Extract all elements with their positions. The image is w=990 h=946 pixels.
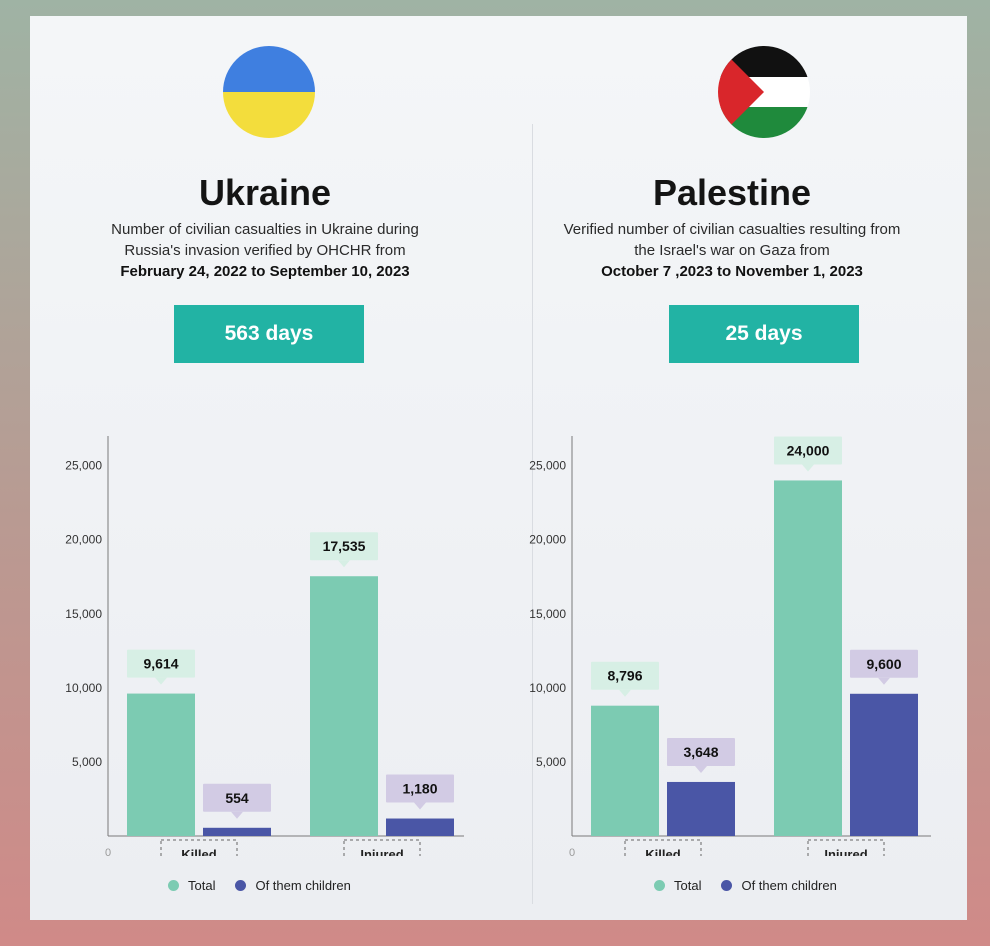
y-tick-label: 5,000: [72, 755, 102, 769]
data-label: 24,000: [787, 442, 830, 458]
bar-total: [127, 693, 195, 836]
data-label-pointer: [155, 677, 167, 685]
legend-swatch-children: [235, 880, 247, 891]
ukraine-flag-icon: [223, 46, 315, 138]
y-tick-label: 10,000: [529, 681, 566, 695]
legend-swatch-children: [721, 880, 733, 891]
data-label-pointer: [414, 802, 426, 810]
country-title: Ukraine: [198, 172, 332, 213]
legend-label-total: Total: [188, 878, 216, 893]
y-tick-label: 15,000: [529, 607, 566, 621]
duration-badge: 563 days: [174, 305, 364, 363]
description: Verified number of civilian casualties r…: [527, 219, 937, 282]
category-label-box: [807, 839, 885, 856]
palestine-bar-chart: 0 5,000 10,000 15,000 20,000 25,000 8,796 3,648…: [529, 436, 931, 856]
date-range: February 24, 2022 to September 10, 2023: [120, 263, 410, 280]
description-line: Number of civilian casualties in Ukraine…: [111, 221, 419, 238]
data-label-box: [127, 649, 195, 678]
bar-children: [667, 781, 735, 836]
palestine-panel: Palestine Verified number of civilian ca…: [497, 16, 967, 920]
data-label-pointer: [802, 464, 814, 472]
divider: [532, 124, 533, 904]
data-label-pointer: [695, 765, 707, 773]
y-tick-label: 25,000: [65, 459, 102, 473]
legend-item-total: Total: [168, 878, 215, 893]
category-label: Killed: [645, 847, 680, 856]
country-title: Palestine: [652, 172, 812, 213]
data-label: 3,648: [683, 744, 718, 760]
description-line: the Israel's war on Gaza from: [634, 242, 830, 259]
ukraine-bar-chart: 0 5,000 10,000 15,000 20,000 25,000 9,614 554 Ki…: [65, 436, 464, 856]
y-tick-label: 15,000: [65, 607, 102, 621]
bar-children: [386, 818, 454, 836]
legend-swatch-total: [654, 880, 665, 891]
legend-item-children: Of them children: [235, 878, 351, 893]
category-label: Injured: [824, 847, 867, 856]
y-tick-label: 5,000: [536, 755, 566, 769]
category-label-box: [624, 839, 702, 856]
category-label-box: [343, 839, 421, 856]
category-label-box: [160, 839, 238, 856]
description-line: Verified number of civilian casualties r…: [563, 221, 901, 238]
data-label-box: [774, 436, 842, 465]
category-label: Injured: [360, 847, 403, 856]
data-label-box: [850, 649, 918, 678]
data-label: 17,535: [323, 538, 366, 554]
data-label-box: [667, 737, 735, 766]
y-tick-label: 10,000: [65, 681, 102, 695]
data-label-pointer: [338, 560, 350, 568]
description-line: Russia's invasion verified by OHCHR from: [124, 242, 406, 259]
legend: Total Of them children: [654, 878, 857, 893]
data-label-box: [386, 774, 454, 803]
infographic-card: Ukraine Number of civilian casualties in…: [30, 16, 967, 920]
bar-total: [310, 576, 378, 836]
y-tick-label: 25,000: [529, 459, 566, 473]
data-label: 9,600: [866, 656, 901, 672]
data-label-pointer: [619, 689, 631, 697]
duration-badge: 25 days: [669, 305, 859, 363]
y-tick-label: 20,000: [65, 533, 102, 547]
data-label: 1,180: [402, 781, 437, 797]
ukraine-panel: Ukraine Number of civilian casualties in…: [30, 16, 500, 920]
data-label-box: [591, 661, 659, 690]
bar-total: [774, 480, 842, 836]
legend-swatch-total: [168, 880, 179, 891]
legend-item-total: Total: [654, 878, 701, 893]
category-label: Killed: [181, 847, 216, 856]
data-label-pointer: [231, 811, 243, 819]
y-tick-label: 0: [105, 847, 111, 856]
description: Number of civilian casualties in Ukraine…: [60, 219, 470, 282]
data-label: 554: [225, 790, 249, 806]
legend-label-total: Total: [674, 878, 702, 893]
data-label-box: [310, 532, 378, 561]
y-tick-label: 20,000: [529, 533, 566, 547]
bar-children: [850, 693, 918, 836]
legend-label-children: Of them children: [741, 878, 837, 893]
legend: Total Of them children: [168, 878, 371, 893]
bar-total: [591, 705, 659, 836]
palestine-flag-icon: [718, 46, 810, 138]
legend-item-children: Of them children: [721, 878, 837, 893]
data-label: 8,796: [607, 668, 642, 684]
data-label-pointer: [878, 677, 890, 685]
bar-children: [203, 827, 271, 836]
data-label: 9,614: [143, 656, 178, 672]
y-tick-label: 0: [569, 847, 575, 856]
date-range: October 7 ,2023 to November 1, 2023: [601, 263, 863, 280]
legend-label-children: Of them children: [255, 878, 351, 893]
data-label-box: [203, 783, 271, 812]
